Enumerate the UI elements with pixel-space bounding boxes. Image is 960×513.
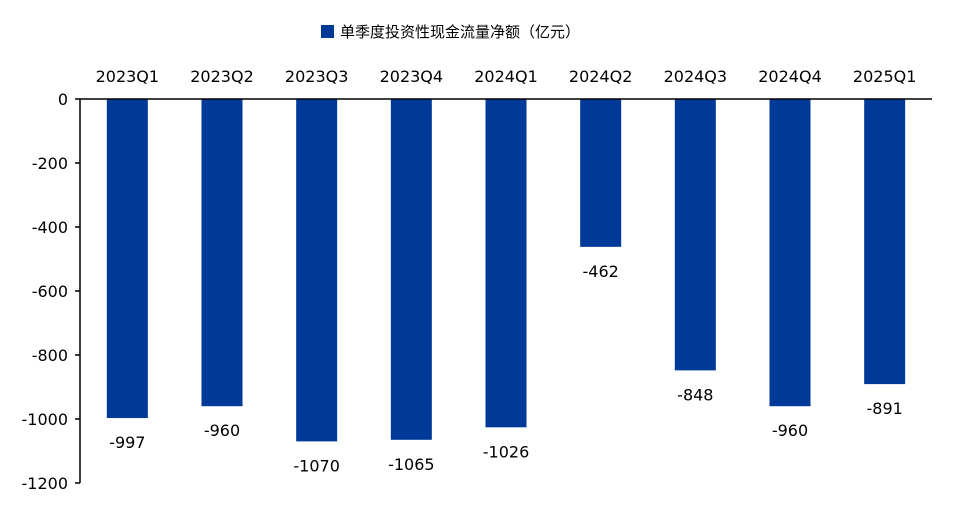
legend-label: 单季度投资性现金流量净额（亿元） <box>340 23 580 41</box>
y-tick-label: -600 <box>32 282 68 301</box>
data-label: -997 <box>109 433 145 452</box>
data-label: -960 <box>772 421 808 440</box>
data-label: -848 <box>677 385 713 404</box>
bar <box>485 99 527 428</box>
y-tick-label: -800 <box>32 346 68 365</box>
data-label: -462 <box>583 262 619 281</box>
bars <box>106 99 906 442</box>
category-label: 2023Q4 <box>380 67 444 86</box>
data-label: -1065 <box>388 455 435 474</box>
bar <box>390 99 432 440</box>
data-label: -1026 <box>483 442 530 461</box>
category-label: 2023Q2 <box>190 67 254 86</box>
data-label: -891 <box>867 399 903 418</box>
category-label: 2024Q1 <box>474 67 538 86</box>
bar <box>580 99 622 247</box>
data-label: -1070 <box>293 456 340 475</box>
y-tick-label: -1200 <box>22 474 69 493</box>
bar <box>674 99 716 371</box>
legend-swatch <box>321 25 334 38</box>
y-tick-label: -200 <box>32 154 68 173</box>
y-tick-label: -1000 <box>22 410 69 429</box>
data-labels: -997 -960 -1070 -1065 -1026 -462 -848 -960 -891 <box>109 262 903 476</box>
category-label: 2024Q4 <box>758 67 822 86</box>
bar <box>864 99 906 385</box>
category-labels: 2023Q1 2023Q2 2023Q3 2023Q4 2024Q1 2024Q2 2024… <box>96 67 917 86</box>
category-label: 2023Q3 <box>285 67 349 86</box>
category-label: 2025Q1 <box>853 67 917 86</box>
bar <box>769 99 811 407</box>
bar <box>201 99 243 407</box>
category-label: 2024Q3 <box>664 67 728 86</box>
legend: 单季度投资性现金流量净额（亿元） <box>321 23 580 41</box>
y-tick-label: 0 <box>58 90 68 109</box>
y-tick-label: -400 <box>32 218 68 237</box>
bar <box>106 99 148 419</box>
category-label: 2024Q2 <box>569 67 633 86</box>
category-label: 2023Q1 <box>96 67 160 86</box>
bar <box>296 99 338 442</box>
data-label: -960 <box>204 421 240 440</box>
y-axis-ticks: 0 -200 -400 -600 -800 -1000 -1200 <box>22 90 80 493</box>
